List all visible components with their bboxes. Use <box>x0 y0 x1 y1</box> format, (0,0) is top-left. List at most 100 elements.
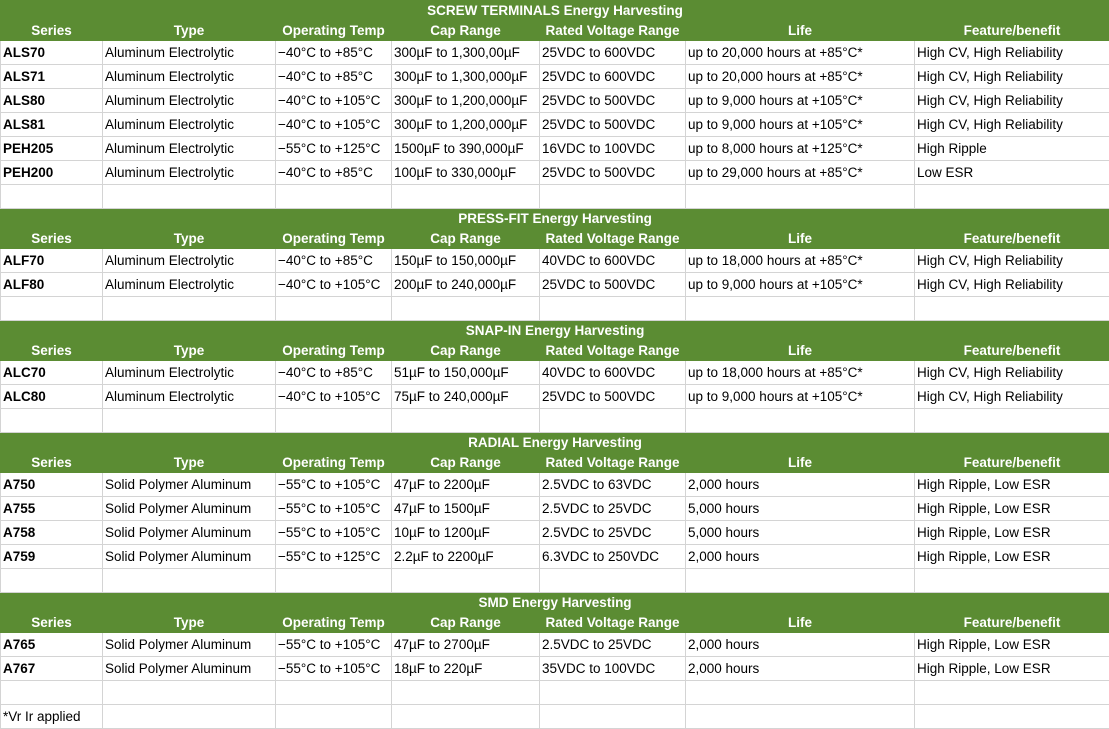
data-row: ALS81 Aluminum Electrolytic −40°C to +105°… <box>0 112 1109 137</box>
cell: ALS70 <box>0 40 103 65</box>
cell: −40°C to +85°C <box>275 64 392 89</box>
empty-cell <box>102 680 276 705</box>
empty-cell <box>913 568 1109 593</box>
empty-cell <box>685 408 915 433</box>
column-header: Life <box>685 452 915 473</box>
column-header: Feature/benefit <box>913 612 1109 633</box>
cell: High CV, High Reliability <box>913 40 1109 65</box>
cell: 2.5VDC to 25VDC <box>539 496 686 521</box>
column-header: Type <box>102 612 276 633</box>
cell: 2.2µF to 2200µF <box>391 544 540 569</box>
data-row: ALS70 Aluminum Electrolytic −40°C to +85°C… <box>0 40 1109 65</box>
cell: Aluminum Electrolytic <box>102 384 276 409</box>
cell: −55°C to +105°C <box>275 496 392 521</box>
empty-cell <box>102 296 276 321</box>
cell: 35VDC to 100VDC <box>539 656 686 681</box>
empty-cell <box>0 408 103 433</box>
cell: 300µF to 1,200,000µF <box>391 88 540 113</box>
cell: up to 18,000 hours at +85°C* <box>685 360 915 385</box>
column-header: Series <box>0 452 103 473</box>
cell: ALS71 <box>0 64 103 89</box>
cell: A755 <box>0 496 103 521</box>
cell: Aluminum Electrolytic <box>102 360 276 385</box>
cell: 200µF to 240,000µF <box>391 272 540 297</box>
cell: High Ripple, Low ESR <box>913 496 1109 521</box>
cell: −40°C to +105°C <box>275 88 392 113</box>
data-row: ALC80 Aluminum Electrolytic −40°C to +105°… <box>0 384 1109 409</box>
header-row: Series Type Operating Temp Cap Range Rated V… <box>0 340 1109 361</box>
empty-cell <box>275 568 392 593</box>
cell: 75µF to 240,000µF <box>391 384 540 409</box>
cell: 47µF to 1500µF <box>391 496 540 521</box>
section-title-row: RADIAL Energy Harvesting <box>0 432 1109 453</box>
cell: ALS81 <box>0 112 103 137</box>
section-title-row: SMD Energy Harvesting <box>0 592 1109 613</box>
cell: 2,000 hours <box>685 632 915 657</box>
cell: PEH200 <box>0 160 103 185</box>
cell: High CV, High Reliability <box>913 384 1109 409</box>
column-header: Cap Range <box>391 612 540 633</box>
empty-cell <box>685 296 915 321</box>
cell: 150µF to 150,000µF <box>391 248 540 273</box>
cell: 5,000 hours <box>685 496 915 521</box>
cell: High CV, High Reliability <box>913 272 1109 297</box>
empty-cell <box>391 408 540 433</box>
empty-cell <box>913 296 1109 321</box>
column-header: Operating Temp <box>275 340 392 361</box>
empty-cell <box>0 296 103 321</box>
header-row: Series Type Operating Temp Cap Range Rated V… <box>0 612 1109 633</box>
empty-cell <box>275 408 392 433</box>
empty-cell <box>913 680 1109 705</box>
header-row: Series Type Operating Temp Cap Range Rated V… <box>0 228 1109 249</box>
empty-cell <box>102 704 276 729</box>
header-row: Series Type Operating Temp Cap Range Rated V… <box>0 452 1109 473</box>
column-header: Life <box>685 228 915 249</box>
cell: 1500µF to 390,000µF <box>391 136 540 161</box>
cell: −40°C to +85°C <box>275 360 392 385</box>
column-header: Rated Voltage Range <box>539 228 686 249</box>
cell: Aluminum Electrolytic <box>102 160 276 185</box>
cell: 25VDC to 600VDC <box>539 64 686 89</box>
blank-row <box>0 568 1109 593</box>
column-header: Type <box>102 340 276 361</box>
cell: ALC80 <box>0 384 103 409</box>
cell: Solid Polymer Aluminum <box>102 520 276 545</box>
cell: 25VDC to 600VDC <box>539 40 686 65</box>
cell: High Ripple, Low ESR <box>913 520 1109 545</box>
cell: 51µF to 150,000µF <box>391 360 540 385</box>
cell: 2.5VDC to 25VDC <box>539 520 686 545</box>
cell: −40°C to +105°C <box>275 112 392 137</box>
cell: −55°C to +105°C <box>275 520 392 545</box>
empty-cell <box>539 568 686 593</box>
empty-cell <box>539 184 686 209</box>
cell: A759 <box>0 544 103 569</box>
empty-cell <box>0 568 103 593</box>
cell: Aluminum Electrolytic <box>102 88 276 113</box>
empty-cell <box>275 184 392 209</box>
column-header: Cap Range <box>391 452 540 473</box>
cell: up to 9,000 hours at +105°C* <box>685 272 915 297</box>
cell: 5,000 hours <box>685 520 915 545</box>
empty-cell <box>913 184 1109 209</box>
blank-row <box>0 680 1109 705</box>
cell: Solid Polymer Aluminum <box>102 544 276 569</box>
cell: −40°C to +105°C <box>275 384 392 409</box>
data-row: ALS71 Aluminum Electrolytic −40°C to +85°C… <box>0 64 1109 89</box>
cell: 16VDC to 100VDC <box>539 136 686 161</box>
cell: High Ripple <box>913 136 1109 161</box>
column-header: Life <box>685 612 915 633</box>
cell: A765 <box>0 632 103 657</box>
cell: 300µF to 1,300,00µF <box>391 40 540 65</box>
cell: A758 <box>0 520 103 545</box>
cell: A767 <box>0 656 103 681</box>
data-row: A767 Solid Polymer Aluminum −55°C to +105°… <box>0 656 1109 681</box>
empty-cell <box>391 296 540 321</box>
data-row: A758 Solid Polymer Aluminum −55°C to +105°… <box>0 520 1109 545</box>
column-header: Feature/benefit <box>913 340 1109 361</box>
section-title: SCREW TERMINALS Energy Harvesting <box>0 0 1109 21</box>
cell: High CV, High Reliability <box>913 112 1109 137</box>
empty-cell <box>275 704 392 729</box>
cell: Aluminum Electrolytic <box>102 248 276 273</box>
footnote-row: *Vr Ir applied <box>0 704 1109 729</box>
